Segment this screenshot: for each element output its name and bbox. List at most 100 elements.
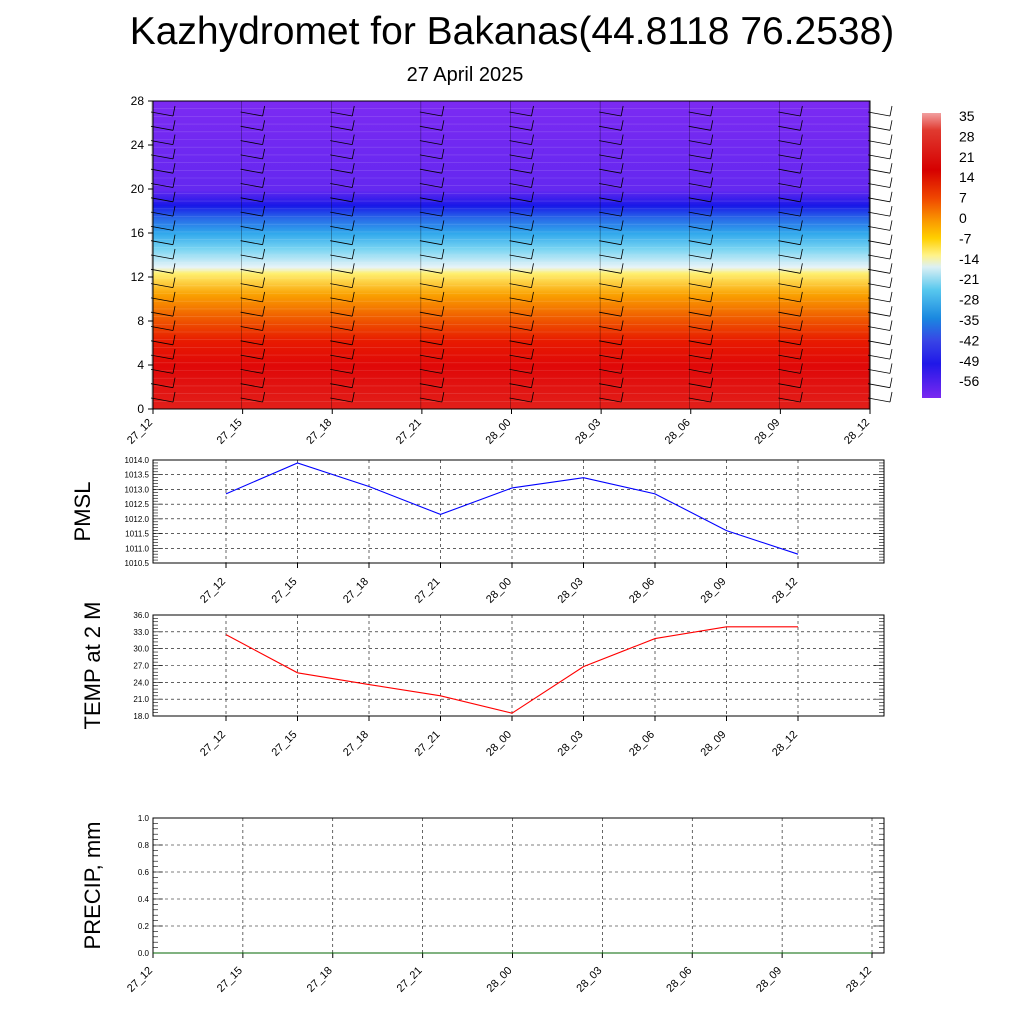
wind-barb [419, 320, 445, 331]
precip-chart: 0.0 0.2 0.4 0.6 0.8 1.0 27_12 27_15 27_18 27_21 28… [80, 814, 885, 995]
wind-barb [599, 206, 624, 217]
y-tick-label: 27.0 [133, 662, 149, 671]
wind-barb [330, 349, 355, 360]
colorbar-label: 0 [959, 210, 967, 226]
wind-barb [240, 105, 266, 117]
wind-barb [688, 263, 714, 274]
wind-barb [419, 220, 445, 231]
wind-barb [778, 277, 803, 288]
wind-barb [330, 220, 355, 231]
wind-barb [778, 206, 803, 217]
wind-barb [509, 377, 534, 389]
wind-barb [330, 191, 355, 203]
wind-barb [240, 163, 266, 174]
wind-barb [778, 377, 803, 389]
x-tick-label: 28_06 [664, 965, 694, 995]
wind-barb [240, 306, 266, 317]
wind-barb [509, 334, 534, 346]
x-tick-label: 28_06 [663, 417, 693, 447]
wind-barb [509, 391, 534, 403]
colorbar-label: -28 [959, 292, 979, 308]
wind-barb [778, 291, 803, 303]
y-tick-label: 24 [131, 138, 145, 152]
y-tick-label: 1013.0 [125, 485, 150, 494]
wind-barb [688, 334, 714, 346]
y-tick-label: 1013.5 [125, 471, 150, 480]
wind-barb [688, 120, 714, 131]
series-line [225, 462, 799, 555]
x-tick-label: 28_00 [484, 576, 514, 606]
plot-frame [152, 459, 885, 564]
wind-barb [150, 349, 176, 360]
wind-barb [330, 306, 355, 317]
wind-barb [599, 320, 624, 331]
y-tick-label: 1011.5 [125, 530, 149, 539]
wind-barb [509, 320, 534, 331]
wind-barb [599, 248, 624, 260]
wind-barb [688, 349, 714, 360]
wind-barb [150, 191, 176, 203]
wind-barb [330, 163, 355, 174]
wind-barb [778, 391, 803, 403]
wind-barb [240, 291, 266, 303]
wind-barb [509, 148, 534, 160]
wind-barb [867, 163, 893, 174]
wind-barb [240, 234, 266, 246]
colorbar-label: -35 [959, 312, 979, 328]
wind-barb [509, 177, 534, 188]
wind-barb [867, 334, 893, 346]
wind-barb [688, 377, 714, 389]
wind-barb [419, 291, 445, 303]
wind-barb [599, 349, 624, 360]
colorbar-label: -42 [959, 332, 979, 348]
x-tick-label: 28_09 [699, 729, 729, 759]
y-tick-label: 1012.5 [125, 500, 150, 509]
wind-barb [599, 148, 624, 160]
x-tick-label: 27_18 [305, 965, 335, 995]
wind-barb [509, 120, 534, 131]
x-tick-label: 28_03 [574, 965, 604, 995]
wind-barb [150, 291, 176, 303]
wind-barb [419, 134, 445, 145]
wind-barb [509, 306, 534, 317]
wind-barb [599, 391, 624, 403]
x-tick-label: 28_00 [484, 729, 514, 759]
wind-barb [150, 148, 176, 160]
wind-barb [330, 291, 355, 303]
wind-barb [150, 263, 176, 274]
y-axis-label: TEMP at 2 M [80, 602, 105, 730]
wind-barb [150, 377, 176, 389]
x-tick-label: 28_12 [770, 576, 800, 606]
wind-barb [599, 334, 624, 346]
wind-barb [330, 148, 355, 160]
wind-barb [509, 263, 534, 274]
y-tick-label: 1010.5 [125, 559, 150, 568]
y-tick-label: 33.0 [133, 628, 149, 637]
wind-barb [330, 391, 355, 403]
wind-barb [419, 349, 445, 360]
wind-barb [419, 334, 445, 346]
y-axis-label: PRECIP, mm [80, 822, 105, 950]
wind-barb [330, 377, 355, 389]
plot-frame [152, 817, 885, 954]
wind-barb [419, 105, 445, 117]
x-tick-label: 27_21 [394, 417, 424, 447]
wind-barb [509, 163, 534, 174]
wind-barb [150, 277, 176, 288]
x-tick-label: 28_12 [842, 417, 872, 447]
wind-barb [150, 391, 176, 403]
wind-barb [599, 377, 624, 389]
x-tick-label: 28_03 [573, 417, 603, 447]
wind-barb [599, 277, 624, 288]
wind-barb [778, 148, 803, 160]
wind-barb [688, 105, 714, 117]
y-tick-label: 16 [131, 226, 145, 240]
x-tick-label: 27_18 [304, 417, 334, 447]
wind-barb [688, 320, 714, 331]
wind-barb [150, 306, 176, 317]
wind-barb [330, 277, 355, 288]
wind-barb [867, 349, 893, 360]
wind-barb [150, 120, 176, 131]
wind-barb [419, 263, 445, 274]
y-tick-label: 1014.0 [125, 456, 150, 465]
